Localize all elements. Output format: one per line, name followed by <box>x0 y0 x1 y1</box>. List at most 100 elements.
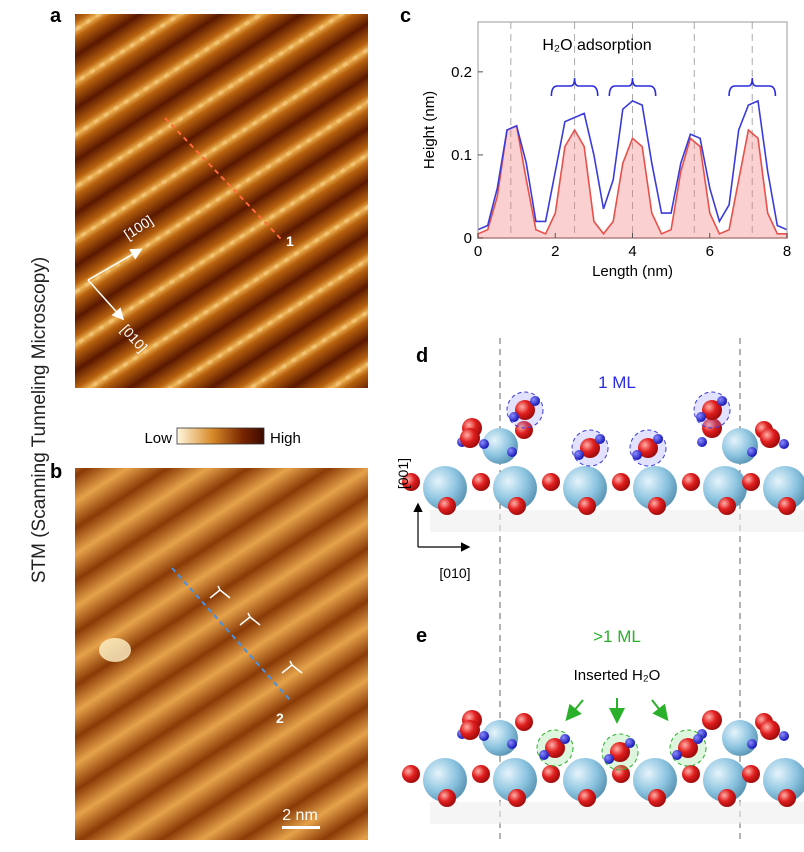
o-atom <box>402 765 420 783</box>
ti-atom <box>563 758 607 802</box>
ti-atom <box>563 466 607 510</box>
o-atom <box>578 497 596 515</box>
h-atom <box>530 396 540 406</box>
scale-bar-label: 2 nm <box>282 807 318 824</box>
h-atom <box>604 754 614 764</box>
h-atom <box>747 447 757 457</box>
panel-label: a <box>50 5 62 27</box>
panel-label: d <box>416 345 428 367</box>
h-atom <box>539 750 549 760</box>
h-atom <box>672 750 682 760</box>
o-atom <box>778 497 796 515</box>
axis-label: [001] <box>395 458 411 489</box>
o-atom <box>438 789 456 807</box>
h-atom <box>560 734 570 744</box>
o-atom <box>648 497 666 515</box>
ti-atom <box>722 720 758 756</box>
atomic-model-e <box>402 710 804 824</box>
o-atom <box>648 789 666 807</box>
h-atom <box>574 450 584 460</box>
side-label: STM (Scanning Tunneling Microscopy) <box>29 257 50 583</box>
h-atom <box>717 396 727 406</box>
h-atom <box>509 412 519 422</box>
ti-atom <box>703 466 747 510</box>
o-atom <box>760 428 780 448</box>
o-atom <box>702 710 722 730</box>
model-label: 1 ML <box>598 373 636 392</box>
arrow <box>87 248 143 281</box>
ti-atom <box>423 466 467 510</box>
x-tick-label: 6 <box>706 243 714 260</box>
h-atom <box>507 739 517 749</box>
scale-bar <box>282 826 320 829</box>
shadow <box>430 802 804 824</box>
colorbar <box>176 427 265 445</box>
atomic-model-d <box>402 391 804 532</box>
shadow <box>430 510 804 532</box>
annotation: Inserted H₂O <box>574 667 661 684</box>
profile-chart: 0 2 4 6 8 0 0.1 0.2 H₂O adsorption Length (nm) Hei… <box>421 21 791 280</box>
h-atom <box>625 738 635 748</box>
o-atom <box>545 738 565 758</box>
profile-line <box>477 99 788 231</box>
ti-atom <box>423 758 467 802</box>
profile-line <box>171 567 291 701</box>
o-atom <box>760 720 780 740</box>
profile-line <box>164 117 283 241</box>
ti-atom <box>633 758 677 802</box>
o-atom <box>578 789 596 807</box>
y-tick-label: 0 <box>464 230 472 247</box>
o-atom <box>515 421 533 439</box>
ti-atom <box>493 466 537 510</box>
ti-atom <box>763 758 804 802</box>
x-tick-label: 8 <box>783 243 791 260</box>
arrow <box>87 279 125 321</box>
h-atom <box>479 439 489 449</box>
h-atom <box>479 731 489 741</box>
o-atom <box>508 497 526 515</box>
o-atom <box>778 789 796 807</box>
arrow <box>565 699 584 722</box>
o-atom <box>438 497 456 515</box>
o-atom <box>515 400 535 420</box>
h-atom <box>779 439 789 449</box>
h-atom <box>693 734 703 744</box>
ti-atom <box>722 428 758 464</box>
stm-image-a <box>75 14 368 388</box>
o-atom <box>678 738 698 758</box>
bracket <box>209 585 231 599</box>
o-atom <box>460 428 480 448</box>
h-atom <box>653 434 663 444</box>
y-tick-label: 0.2 <box>451 64 472 81</box>
h-atom <box>507 447 517 457</box>
model-label: >1 ML <box>593 627 641 646</box>
o-atom <box>472 765 490 783</box>
x-tick-label: 2 <box>551 243 559 260</box>
bright-spot <box>99 638 131 662</box>
h-atom <box>747 739 757 749</box>
o-atom <box>508 789 526 807</box>
o-atom <box>472 473 490 491</box>
colorbar-high: High <box>270 430 301 447</box>
h-atom <box>595 434 605 444</box>
o-atom <box>460 720 480 740</box>
o-atom <box>742 473 760 491</box>
bracket <box>608 77 657 97</box>
o-atom <box>402 473 420 491</box>
y-axis-label: Height (nm) <box>421 91 438 169</box>
profile-area <box>477 124 788 239</box>
o-atom <box>542 765 560 783</box>
panel-label: b <box>50 461 62 483</box>
x-tick-label: 0 <box>474 243 482 260</box>
line-label: 1 <box>286 233 294 249</box>
o-atom <box>515 713 533 731</box>
o-atom <box>542 473 560 491</box>
o-atom <box>742 765 760 783</box>
x-tick-label: 4 <box>628 243 636 260</box>
ti-atom <box>493 758 537 802</box>
ti-atom <box>763 466 804 510</box>
bracket <box>281 660 303 674</box>
ti-atom <box>633 466 677 510</box>
o-atom <box>638 438 658 458</box>
